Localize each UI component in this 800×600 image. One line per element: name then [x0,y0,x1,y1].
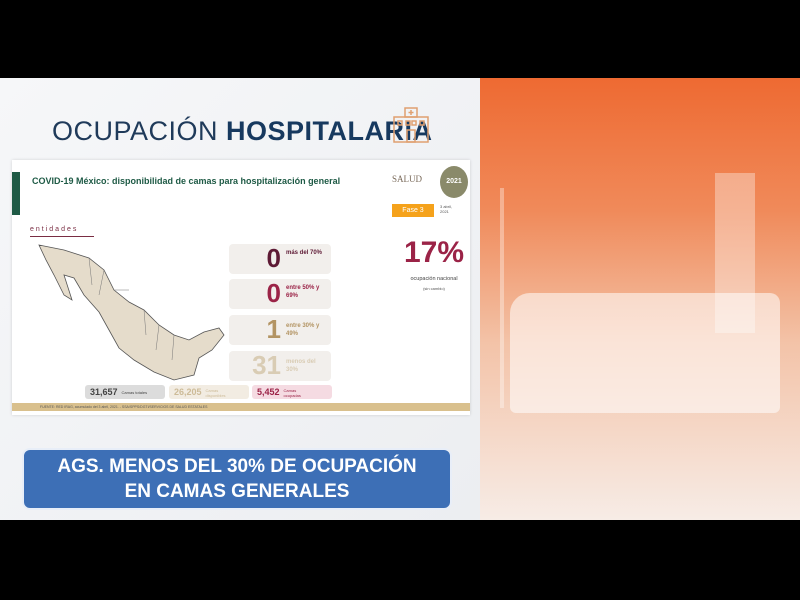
page-title: OCUPACIÓN HOSPITALARIA [52,116,433,147]
title-light: OCUPACIÓN [52,116,219,146]
national-occupancy: 17% [404,236,465,269]
bed-rail [500,188,504,408]
card-label: entre 50% y 69% [286,285,320,299]
occupied-value: 5,452 [257,387,280,397]
caption-banner: AGS. MENOS DEL 30% DE OCUPACIÓN EN CAMAS … [22,448,452,510]
entidades-underline [30,236,94,237]
card-50-69: 0 entre 50% y 69% [229,278,331,309]
slide: COVID-19 México: disponibilidad de camas… [12,160,470,415]
national-sub: (sin cambio) [423,286,445,291]
card-label: menos del 30% [286,359,316,373]
available-value: 26,205 [174,387,202,397]
total-label: Camas totales [121,390,148,396]
total-beds: 31,657 Camas totales [85,385,165,399]
card-below-30: 31 menos del 30% [229,350,331,381]
logo-2021: 2021 [440,166,468,198]
banner-line2: EN CAMAS GENERALES [124,481,350,502]
broadcast-frame: OCUPACIÓN HOSPITALARIA COVID-19 México: … [0,78,800,520]
mexico-map [38,244,225,381]
slide-accent-bar [12,172,20,215]
card-label: más del 70% [286,250,323,256]
available-beds: 26,205 Camas disponibles [169,385,249,399]
hospital-bed-photo [480,78,800,520]
total-value: 31,657 [90,387,118,397]
slide-source: FUENTE: RED IRAG, acumulado del 3 abril,… [12,403,470,411]
slide-title: COVID-19 México: disponibilidad de camas… [32,176,341,186]
entidades-label: entidades [30,226,79,233]
left-panel: OCUPACIÓN HOSPITALARIA COVID-19 México: … [0,78,480,520]
national-label: ocupación nacional [410,276,458,282]
occupied-beds: 5,452 Camas ocupadas [252,385,332,399]
card-number: 0 [266,278,281,308]
hospital-bed [510,293,780,413]
card-number: 1 [266,314,281,344]
slide-date: 3 abril, 2021 [440,204,453,214]
card-label: entre 30% y 49% [286,323,320,337]
fase-badge: Fase 3 [392,204,434,217]
available-label: Camas disponibles [205,387,226,398]
card-number: 31 [252,350,281,380]
hospital-icon [393,107,429,143]
salud-logo: SALUD [392,174,423,184]
card-above-70: 0 más del 70% [229,243,331,274]
occupied-label: Camas ocupadas [283,387,301,398]
banner-line1: AGS. MENOS DEL 30% DE OCUPACIÓN [57,456,417,477]
card-30-49: 1 entre 30% y 49% [229,314,331,345]
card-number: 0 [266,243,281,273]
